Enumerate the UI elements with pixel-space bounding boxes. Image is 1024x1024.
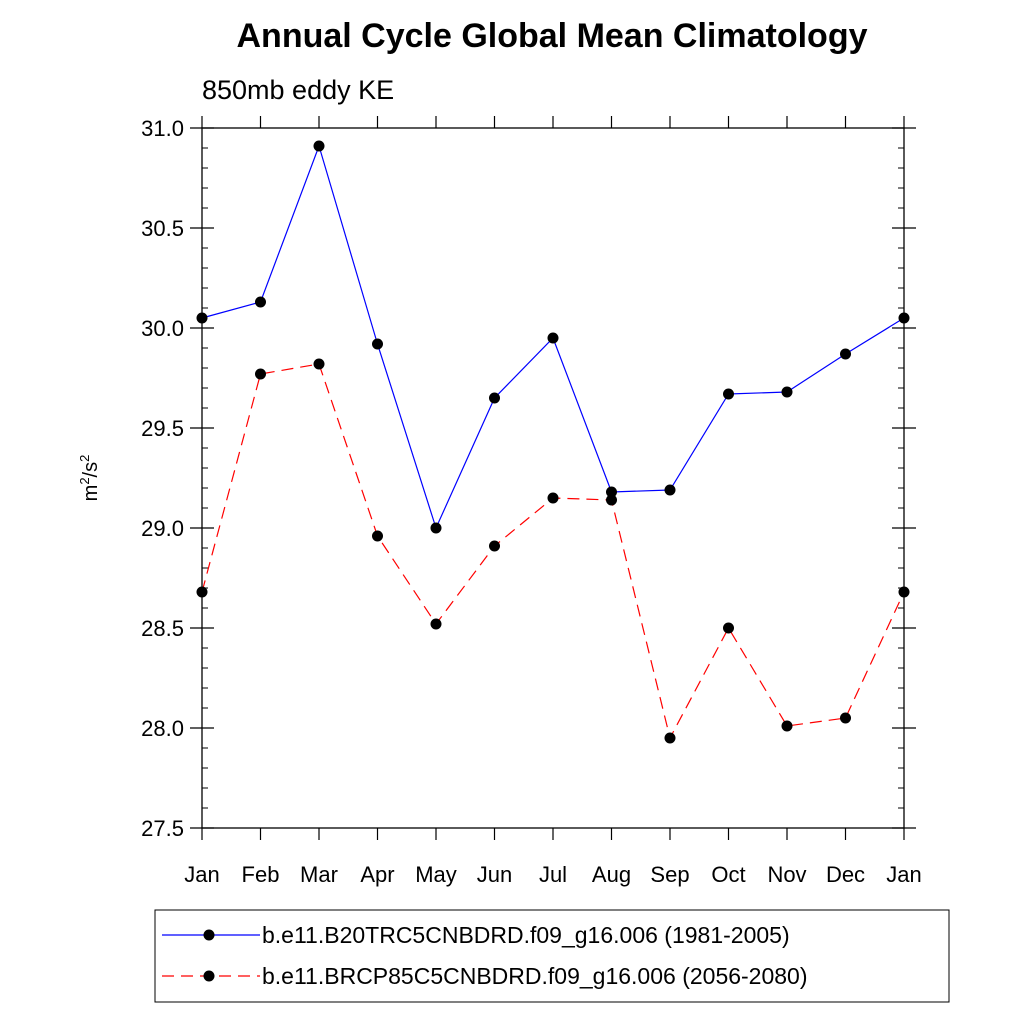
data-point-series-2 — [606, 494, 617, 506]
x-tick-label: Feb — [242, 862, 280, 887]
y-axis-label: m2/s2 — [77, 455, 102, 502]
data-point-series-1 — [430, 522, 442, 534]
y-tick-label: 29.5 — [141, 416, 184, 441]
y-tick-label: 30.0 — [141, 316, 184, 341]
data-point-series-2 — [255, 368, 266, 380]
data-point-series-1 — [313, 140, 325, 152]
y-tick-label: 29.0 — [141, 516, 184, 541]
y-tick-label: 31.0 — [141, 116, 184, 141]
y-tick-labels: 27.5 28.0 28.5 29.0 29.5 30.0 30.5 31.0 — [141, 116, 184, 841]
x-tick-label: Jan — [886, 862, 921, 887]
x-tick-label: Jun — [477, 862, 512, 887]
x-tick-label: Oct — [711, 862, 745, 887]
x-tick-label: Aug — [592, 862, 631, 887]
x-tick-label: Dec — [826, 862, 865, 887]
x-tick-labels: Jan Feb Mar Apr May Jun Jul Aug Sep Oct Nov Dec Jan — [184, 862, 921, 887]
x-tick-label: Nov — [767, 862, 806, 887]
x-tick-label: May — [415, 862, 457, 887]
data-point-series-2 — [372, 530, 383, 542]
data-point-series-1 — [372, 338, 383, 350]
x-tick-label: Jan — [184, 862, 219, 887]
legend-marker-series-2 — [203, 970, 215, 982]
x-tick-label: Mar — [300, 862, 338, 887]
data-point-series-2 — [313, 358, 325, 370]
data-point-series-1 — [840, 348, 851, 360]
x-tick-label: Apr — [360, 862, 394, 887]
major-ticks — [190, 116, 916, 840]
chart-subtitle: 850mb eddy KE — [202, 75, 394, 105]
data-point-series-1 — [547, 332, 559, 344]
series-line-2 — [201, 363, 905, 740]
data-point-series-1 — [255, 296, 266, 308]
data-point-series-2 — [547, 492, 559, 504]
y-tick-label: 28.5 — [141, 616, 184, 641]
y-axis-label-exponent: 2 — [77, 477, 92, 484]
y-tick-label: 30.5 — [141, 216, 184, 241]
x-tick-label: Sep — [650, 862, 689, 887]
plot-frame — [201, 127, 905, 829]
data-point-series-2 — [840, 712, 851, 724]
data-point-series-1 — [489, 392, 500, 404]
data-point-series-2 — [430, 618, 442, 630]
data-point-series-2 — [781, 720, 793, 732]
data-point-series-1 — [781, 386, 793, 398]
legend-label-series-2: b.e11.BRCP85C5CNBDRD.f09_g16.006 (2056-2… — [262, 963, 808, 989]
data-point-series-2 — [664, 732, 676, 744]
data-point-series-1 — [723, 388, 734, 400]
minor-ticks — [202, 147, 904, 809]
legend-marker-series-1 — [203, 929, 215, 941]
data-point-series-1 — [664, 484, 676, 496]
legend-box — [154, 909, 950, 1003]
y-tick-label: 27.5 — [141, 816, 184, 841]
series-lines — [201, 144, 905, 740]
y-axis-label-exponent: 2 — [77, 455, 92, 462]
y-axis-label-unit: /s — [80, 462, 102, 478]
y-axis-label-base: m — [80, 485, 102, 502]
data-point-series-2 — [723, 622, 734, 634]
data-point-series-2 — [489, 540, 500, 552]
data-point-series-1 — [606, 486, 617, 498]
legend-label-series-1: b.e11.B20TRC5CNBDRD.f09_g16.006 (1981-20… — [262, 922, 790, 948]
series-markers — [196, 140, 910, 744]
x-tick-label: Jul — [539, 862, 567, 887]
legend: b.e11.B20TRC5CNBDRD.f09_g16.006 (1981-20… — [154, 909, 950, 1003]
chart-title: Annual Cycle Global Mean Climatology — [237, 17, 868, 55]
y-tick-label: 28.0 — [141, 716, 184, 741]
